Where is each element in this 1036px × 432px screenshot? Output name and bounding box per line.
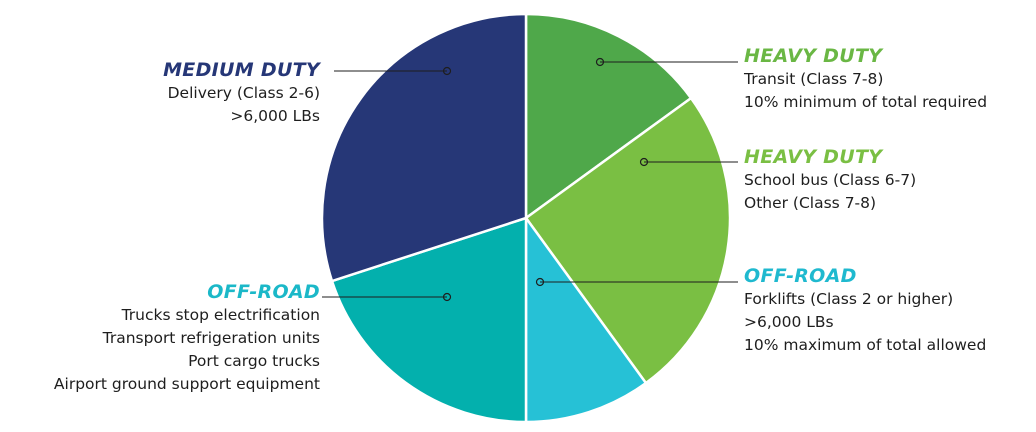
slice-heading: HEAVY DUTY xyxy=(744,146,883,168)
pie-slice-1 xyxy=(524,12,693,221)
slice-detail-line: Transit (Class 7-8) xyxy=(744,70,884,88)
pie-slice-4 xyxy=(330,216,528,424)
slice-detail-line: School bus (Class 6-7) xyxy=(744,171,917,189)
slice-detail-line: Port cargo trucks xyxy=(188,352,320,370)
slice-detail-line: >6,000 LBs xyxy=(230,107,320,125)
leader-dot-5 xyxy=(442,66,452,76)
slice-label-1: HEAVY DUTY Transit (Class 7-8) 10% minimum… xyxy=(744,44,987,114)
slice-heading: OFF-ROAD xyxy=(207,281,320,303)
leader-dot-2 xyxy=(639,157,649,167)
slice-heading: MEDIUM DUTY xyxy=(163,59,320,81)
slice-detail-line: Delivery (Class 2-6) xyxy=(167,84,320,102)
slice-detail-line: Forklifts (Class 2 or higher) xyxy=(744,290,954,308)
slice-detail-line: Other (Class 7-8) xyxy=(744,194,877,212)
slice-detail-line: Transport refrigeration units xyxy=(102,329,320,347)
slice-detail-line: 10% maximum of total allowed xyxy=(744,336,987,354)
leader-dot-1 xyxy=(595,57,605,67)
slice-heading: HEAVY DUTY xyxy=(744,45,883,67)
slice-label-5: MEDIUM DUTY Delivery (Class 2-6) >6,000 LB… xyxy=(163,58,320,128)
leader-dot-3 xyxy=(535,277,545,287)
slice-heading: OFF-ROAD xyxy=(744,265,857,287)
slice-label-2: HEAVY DUTY School bus (Class 6-7) Other (C… xyxy=(744,145,916,215)
slice-label-4: OFF-ROAD Trucks stop electrification Trans… xyxy=(54,280,320,396)
slice-detail-line: Trucks stop electrification xyxy=(121,306,320,324)
pie-slice-2 xyxy=(524,96,732,385)
slice-label-3: OFF-ROAD Forklifts (Class 2 or higher) >6,… xyxy=(744,264,986,357)
pie-slice-3 xyxy=(524,214,648,424)
leader-dot-4 xyxy=(442,292,452,302)
slice-detail-line: Airport ground support equipment xyxy=(53,375,320,393)
pie-slice-5 xyxy=(320,12,528,283)
slice-detail-line: 10% minimum of total required xyxy=(744,93,988,111)
slice-detail-line: >6,000 LBs xyxy=(744,313,834,331)
